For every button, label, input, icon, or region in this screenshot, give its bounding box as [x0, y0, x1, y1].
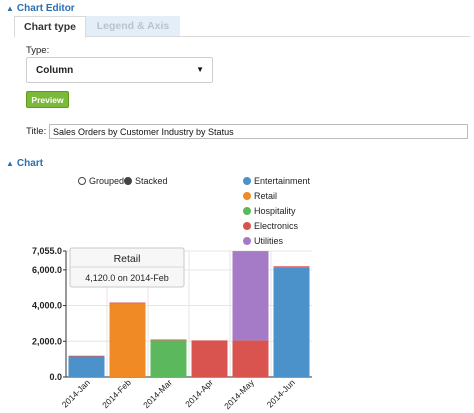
radio-grouped-label: Grouped	[89, 176, 125, 186]
x-tick-label: 2014-May	[222, 377, 256, 411]
y-tick-label: 2,000.0	[32, 336, 62, 346]
dropdown-arrow-icon: ▼	[196, 65, 204, 74]
bar-segment-entertainment	[68, 356, 105, 377]
bar-segment-electronics	[109, 302, 146, 304]
bar-segment-retail	[109, 303, 146, 377]
chart-section-header[interactable]: ▲ Chart	[6, 158, 43, 169]
legend-label: Electronics	[254, 221, 299, 231]
chart-type-select[interactable]: Column ▼	[26, 57, 213, 83]
legend-dot-icon	[243, 192, 251, 200]
chart-type-value: Column	[36, 65, 74, 76]
collapse-caret-icon: ▲	[6, 159, 14, 168]
preview-button[interactable]: Preview	[26, 91, 69, 108]
radio-filled-icon	[124, 177, 132, 185]
y-tick-label: 4,000.0	[32, 301, 62, 311]
bar-segment-electronics	[68, 355, 105, 357]
legend-dot-icon	[243, 222, 251, 230]
bar-segment-utilities	[232, 251, 269, 341]
editor-tab-bar: Chart type Legend & Axis	[14, 16, 470, 38]
y-tick-label: 7,055.0	[32, 246, 62, 256]
legend-dot-icon	[243, 207, 251, 215]
legend-label: Utilities	[254, 236, 284, 246]
tooltip-title: Retail	[114, 253, 141, 265]
tooltip-text: 4,120.0 on 2014-Feb	[85, 273, 169, 283]
legend-item-entertainment[interactable]: Entertainment	[243, 176, 310, 186]
chart-editor-title: Chart Editor	[16, 3, 75, 14]
bar-segment-electronics	[273, 266, 310, 268]
radio-grouped[interactable]: Grouped	[78, 176, 124, 186]
tab-chart-type[interactable]: Chart type	[14, 16, 86, 38]
bar-segment-hospitality	[150, 340, 187, 377]
x-tick-label: 2014-Jan	[60, 377, 92, 409]
radio-stacked[interactable]: Stacked	[124, 176, 168, 186]
legend-dot-icon	[243, 237, 251, 245]
legend-item-retail[interactable]: Retail	[243, 191, 277, 201]
legend-label: Hospitality	[254, 206, 296, 216]
legend-item-utilities[interactable]: Utilities	[243, 236, 283, 246]
chart-editor-section-header[interactable]: ▲ Chart Editor	[6, 3, 75, 14]
radio-stacked-label: Stacked	[135, 176, 168, 186]
legend-label: Entertainment	[254, 176, 311, 186]
x-tick-label: 2014-Feb	[100, 377, 133, 410]
bar-segment-entertainment	[273, 267, 310, 377]
legend-label: Retail	[254, 191, 278, 201]
bar-segment-electronics	[150, 339, 187, 341]
radio-empty-icon	[78, 177, 86, 185]
bar-segment-electronics	[232, 340, 269, 377]
x-tick-label: 2014-Jun	[265, 377, 297, 409]
bar-segment-electronics	[191, 340, 228, 377]
x-tick-label: 2014-Mar	[141, 377, 174, 410]
chart-title-input[interactable]	[49, 124, 468, 139]
x-tick-label: 2014-Apr	[183, 377, 215, 409]
collapse-caret-icon: ▲	[6, 4, 14, 13]
legend-item-hospitality[interactable]: Hospitality	[243, 206, 296, 216]
legend-dot-icon	[243, 177, 251, 185]
tab-legend-axis[interactable]: Legend & Axis	[86, 16, 180, 36]
y-tick-label: 0.0	[49, 372, 62, 382]
chart-section-title: Chart	[16, 158, 44, 169]
legend-item-electronics[interactable]: Electronics	[243, 221, 298, 231]
type-label: Type:	[26, 45, 50, 56]
y-tick-label: 6,000.0	[32, 265, 62, 275]
title-label: Title:	[26, 126, 47, 137]
